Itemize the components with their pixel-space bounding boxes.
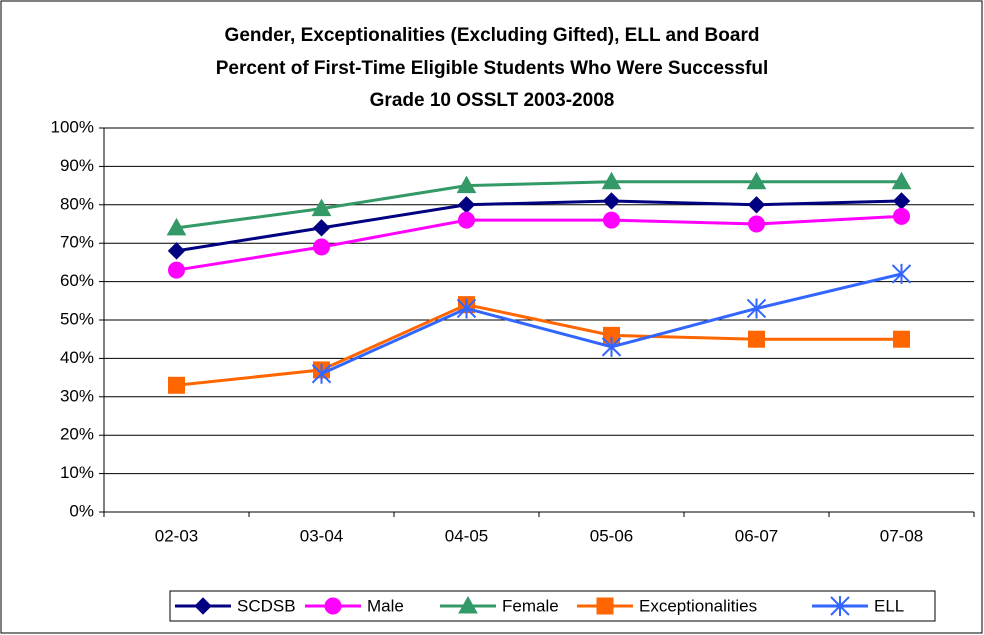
y-tick-label: 30% — [60, 386, 94, 405]
marker — [456, 175, 477, 194]
chart-title: Gender, Exceptionalities (Excluding Gift… — [225, 25, 760, 46]
legend-label: ELL — [874, 596, 904, 615]
marker — [313, 238, 330, 256]
x-tick-label: 06-07 — [735, 526, 778, 545]
marker — [603, 211, 620, 229]
marker — [893, 330, 910, 348]
y-tick-label: 90% — [60, 156, 94, 175]
x-tick-label: 04-05 — [445, 526, 488, 545]
marker — [830, 596, 850, 616]
y-tick-label: 0% — [69, 501, 94, 520]
marker — [747, 196, 766, 214]
series-line — [176, 214, 902, 272]
legend-label: SCDSB — [237, 596, 296, 615]
marker — [596, 597, 614, 615]
marker — [167, 242, 186, 260]
marker — [168, 261, 185, 279]
x-tick-label: 03-04 — [300, 526, 343, 545]
marker — [324, 597, 342, 615]
y-tick-label: 20% — [60, 425, 94, 444]
marker — [311, 363, 332, 384]
marker — [456, 298, 477, 319]
marker — [311, 198, 332, 217]
series-line — [176, 180, 902, 230]
marker — [194, 597, 212, 615]
marker — [746, 298, 767, 319]
marker — [891, 263, 912, 284]
marker — [748, 215, 765, 233]
series-line — [176, 199, 902, 253]
marker — [748, 330, 765, 348]
legend-label: Male — [367, 596, 404, 615]
chart-title: Grade 10 OSSLT 2003-2008 — [370, 90, 615, 111]
marker — [168, 376, 185, 394]
series-line — [176, 303, 902, 387]
y-tick-label: 40% — [60, 348, 94, 367]
y-tick-label: 50% — [60, 309, 94, 328]
marker — [601, 171, 622, 190]
marker — [458, 595, 478, 614]
x-tick-label: 07-08 — [880, 526, 923, 545]
legend-label: Exceptionalities — [639, 596, 757, 615]
x-tick-label: 02-03 — [155, 526, 198, 545]
legend-label: Female — [502, 596, 559, 615]
x-tick-label: 05-06 — [590, 526, 633, 545]
y-tick-label: 70% — [60, 233, 94, 252]
y-tick-label: 100% — [51, 117, 94, 136]
marker — [602, 192, 621, 210]
marker — [458, 211, 475, 229]
marker — [312, 219, 331, 237]
marker — [166, 217, 187, 236]
y-tick-label: 10% — [60, 463, 94, 482]
legend-box — [169, 590, 936, 622]
marker — [601, 336, 622, 357]
y-tick-label: 60% — [60, 271, 94, 290]
marker — [893, 207, 910, 225]
marker — [746, 171, 767, 190]
y-tick-label: 80% — [60, 194, 94, 213]
chart-title: Percent of First-Time Eligible Students … — [216, 58, 769, 79]
marker — [891, 171, 912, 190]
